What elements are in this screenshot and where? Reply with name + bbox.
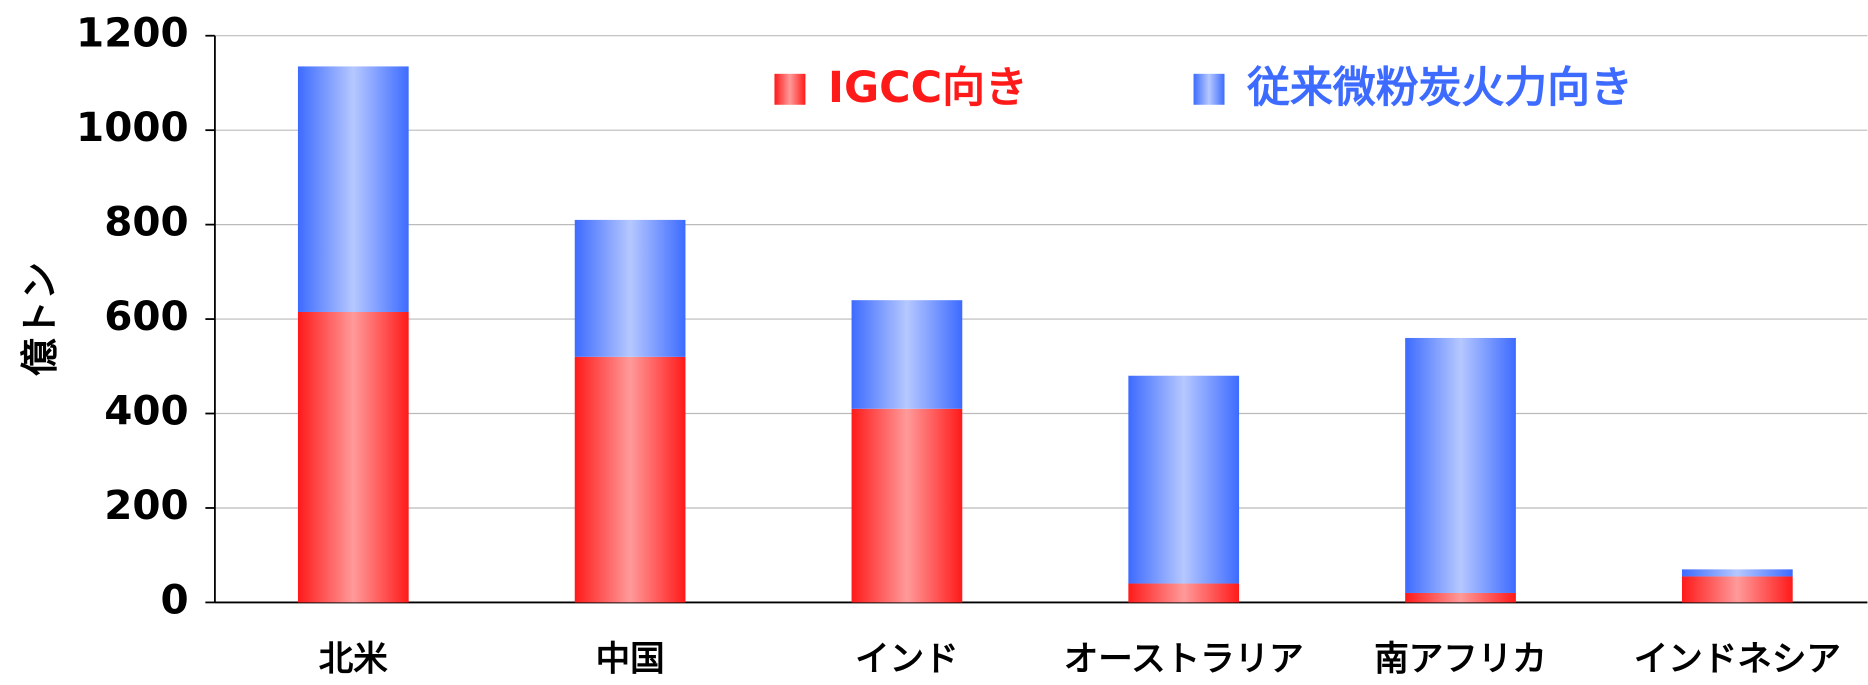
y-tick-label: 200 [104,481,188,529]
bar-segment [851,300,963,409]
y-tick-label: 1200 [76,9,189,57]
bar-segment [297,66,409,312]
legend-label: 従来微粉炭火力向き [1246,63,1633,113]
x-tick-label: オーストラリア [1064,639,1304,679]
bar-segment [1128,375,1240,584]
y-axis-label: 億トン [18,262,62,376]
bar-segment [1405,337,1516,593]
x-tick-label: 南アフリカ [1374,639,1547,679]
legend-swatch [1193,73,1225,105]
y-tick-label: 400 [104,387,188,435]
legend-swatch [774,73,806,105]
bar-segment [1405,592,1516,603]
bar-segment [1128,583,1240,603]
y-tick-label: 0 [161,575,189,623]
y-tick-label: 800 [104,198,188,246]
bar-segment [1681,576,1793,603]
bar-segment [574,356,686,603]
bar-segment [1681,569,1793,577]
x-tick-label: インド [855,639,959,679]
y-tick-label: 600 [104,292,188,340]
x-tick-label: 北米 [319,639,389,679]
y-tick-label: 1000 [76,103,189,151]
legend-label: IGCC向き [828,63,1028,113]
x-tick-label: 中国 [596,639,665,679]
x-tick-label: インドネシア [1634,639,1841,679]
bar-segment [851,408,963,603]
bar-segment [297,311,409,603]
bar-segment [574,219,686,357]
